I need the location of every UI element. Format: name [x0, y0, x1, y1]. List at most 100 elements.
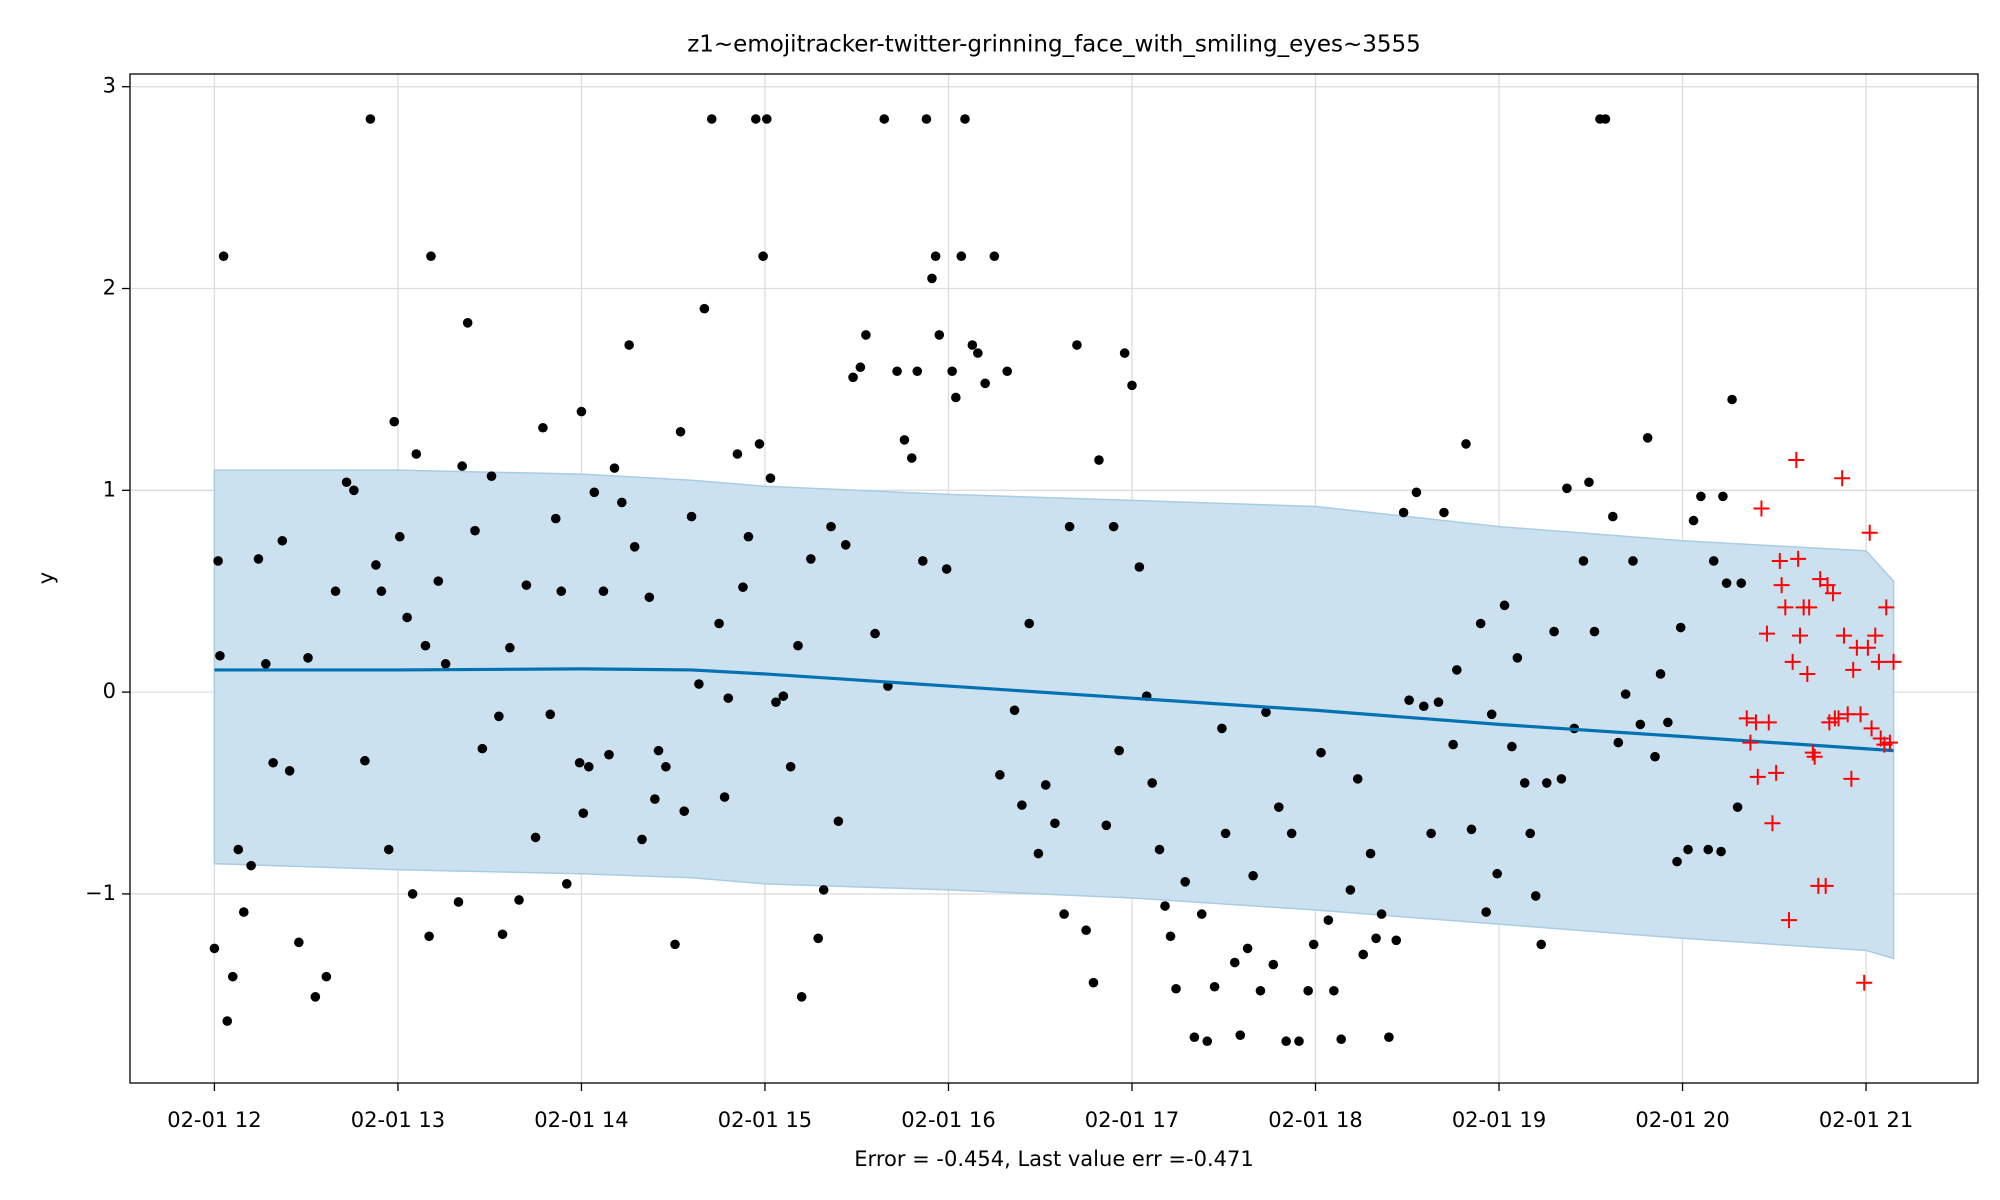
observed-point — [1507, 741, 1517, 752]
observed-point — [1475, 618, 1486, 629]
observed-point — [761, 114, 772, 124]
observed-point — [494, 711, 504, 722]
observed-point — [246, 860, 256, 871]
holdout-point — [1867, 627, 1884, 644]
observed-point — [1492, 868, 1502, 879]
holdout-point — [1801, 599, 1818, 616]
observed-point — [1002, 366, 1013, 377]
observed-point — [653, 745, 664, 756]
observed-point — [550, 513, 561, 524]
observed-point — [694, 679, 704, 689]
observed-point — [303, 653, 313, 663]
observed-point — [921, 114, 932, 124]
holdout-point — [1758, 625, 1775, 642]
observed-point — [629, 542, 640, 552]
observed-point — [719, 792, 730, 802]
observed-point — [1009, 705, 1020, 716]
holdout-point — [1870, 653, 1887, 670]
trend-line — [214, 667, 1894, 753]
x-axis-label: Error = -0.454, Last value err =-0.471 — [854, 1147, 1253, 1171]
observed-point — [1040, 780, 1051, 790]
observed-point — [1716, 846, 1726, 857]
holdout-point — [1738, 710, 1755, 727]
observed-point — [1541, 778, 1552, 788]
observed-point — [912, 366, 923, 377]
observed-point — [505, 642, 515, 653]
observed-point — [574, 757, 585, 768]
holdout-point — [1788, 452, 1805, 469]
observed-point — [679, 806, 690, 816]
observed-point — [349, 485, 359, 496]
observed-point — [1721, 578, 1732, 588]
observed-point — [1316, 747, 1326, 758]
observed-point — [818, 885, 829, 895]
observed-point — [951, 392, 961, 403]
observed-point — [407, 889, 418, 899]
observed-point — [973, 348, 983, 358]
observed-point — [1180, 877, 1191, 887]
observed-point — [738, 582, 748, 592]
observed-point — [233, 844, 244, 855]
observed-point — [1171, 983, 1181, 994]
observed-point — [1336, 1034, 1347, 1045]
observed-point — [1154, 844, 1165, 855]
observed-point — [1358, 949, 1369, 960]
observed-point — [1064, 521, 1075, 532]
observed-point — [521, 580, 532, 590]
observed-point — [310, 992, 321, 1002]
observed-point — [1703, 844, 1714, 855]
y-tick-label: 3 — [103, 74, 116, 98]
holdout-point — [1852, 706, 1869, 723]
observed-point — [1530, 891, 1541, 901]
observed-point — [624, 340, 634, 350]
observed-point — [1196, 909, 1207, 919]
observed-point — [1718, 491, 1728, 502]
observed-point — [1024, 618, 1035, 629]
observed-point — [253, 554, 264, 564]
observed-point — [284, 766, 295, 776]
observed-point — [1094, 455, 1104, 465]
holdout-point — [1863, 720, 1880, 737]
observed-point — [1732, 802, 1743, 812]
observed-point — [1261, 707, 1271, 718]
observed-point — [714, 618, 724, 629]
observed-point — [879, 114, 890, 124]
observed-point — [1499, 600, 1510, 611]
holdout-point — [1799, 665, 1816, 682]
observed-point — [209, 943, 220, 954]
observed-point — [1448, 739, 1458, 750]
observed-point — [1229, 957, 1240, 968]
y-tick-label: −1 — [85, 881, 116, 905]
observed-point — [1562, 483, 1572, 494]
observed-point — [1376, 909, 1387, 919]
observed-point — [1708, 556, 1719, 566]
holdout-point — [1804, 744, 1821, 761]
observed-point — [1384, 1032, 1394, 1042]
observed-point — [1134, 562, 1145, 572]
chart-title: z1~emojitracker-twitter-grinning_face_wi… — [687, 32, 1421, 58]
observed-point — [1108, 521, 1119, 532]
plot-frame — [129, 73, 1979, 1084]
observed-point — [376, 586, 387, 597]
observed-point — [644, 592, 655, 603]
holdout-point — [1825, 585, 1842, 602]
observed-point — [453, 897, 464, 907]
holdout-point — [1885, 653, 1902, 670]
observed-point — [1248, 870, 1258, 881]
observed-point — [793, 640, 803, 651]
observed-point — [1329, 985, 1339, 996]
observed-point — [1620, 689, 1631, 699]
y-tick-label: 1 — [103, 477, 116, 501]
observed-point — [1189, 1032, 1200, 1042]
observed-point — [1584, 477, 1594, 488]
observed-point — [1642, 433, 1653, 443]
observed-point — [892, 366, 902, 377]
observed-point — [796, 992, 807, 1002]
observed-point — [855, 362, 866, 373]
observed-point — [1286, 828, 1297, 839]
observed-point — [1466, 824, 1477, 835]
holdout-point — [1881, 734, 1898, 751]
observed-point — [743, 531, 754, 542]
observed-point — [330, 586, 341, 597]
